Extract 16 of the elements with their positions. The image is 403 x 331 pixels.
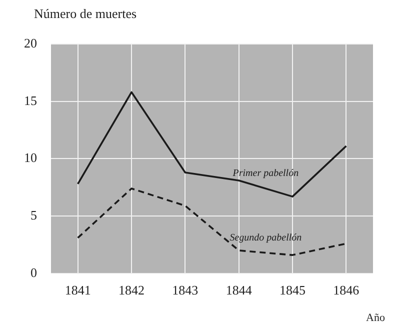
x-tick-label: 1841	[64, 282, 91, 298]
y-tick-label: 20	[24, 35, 37, 50]
x-tick-label: 1843	[172, 282, 198, 298]
series-label: Segundo pabellón	[230, 232, 302, 244]
y-axis-title: Número de muertes	[34, 6, 137, 22]
y-tick-label: 0	[30, 264, 37, 280]
y-tick-label: 5	[30, 207, 37, 222]
y-tick-label: 10	[24, 150, 37, 166]
series-label: Primer pabellón	[232, 168, 299, 180]
x-tick-label: 1845	[280, 282, 306, 298]
x-tick-label: 1842	[118, 282, 144, 298]
y-tick-label: 15	[24, 92, 37, 108]
line-series	[76, 188, 348, 256]
x-tick-label: 1846	[333, 282, 360, 298]
x-tick-label: 1844	[226, 282, 252, 298]
x-axis-title: Año	[366, 312, 385, 324]
